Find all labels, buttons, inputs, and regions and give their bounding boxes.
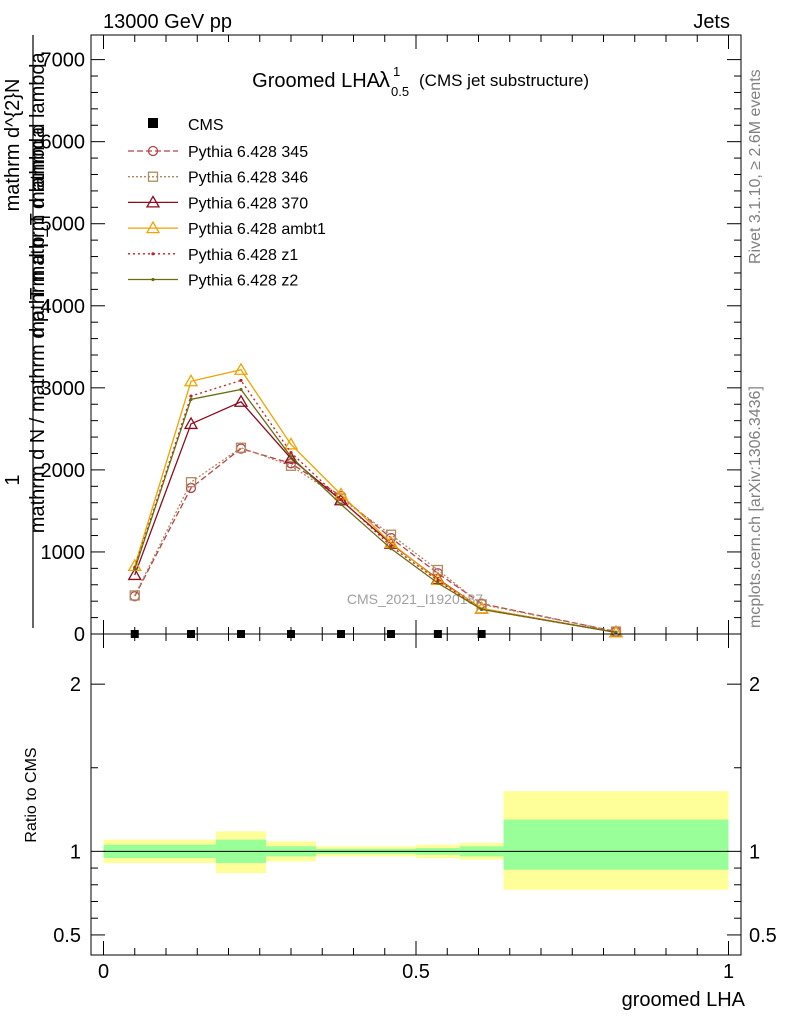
ratio-ytick-label: 2 — [70, 674, 81, 696]
legend-label-5: Pythia 6.428 z2 — [188, 273, 298, 290]
main-ytick-label: 4000 — [41, 296, 86, 318]
series-point-5 — [133, 567, 137, 571]
ratio-y-label: Ratio to CMS — [23, 747, 40, 842]
series-point-1 — [235, 442, 247, 453]
series-point-1 — [129, 590, 140, 601]
legend-label-cms: CMS — [188, 117, 224, 134]
series-point-3 — [233, 362, 249, 375]
ratio-xtick-label: 1 — [723, 961, 734, 983]
legend-label-3: Pythia 6.428 ambt1 — [188, 221, 326, 238]
legend-label-4: Pythia 6.428 z1 — [188, 247, 298, 264]
main-ytick-label: 5000 — [41, 214, 86, 236]
main-ytick-label: 0 — [74, 624, 85, 646]
main-ytick-label: 2000 — [41, 460, 86, 482]
series-point-1 — [285, 460, 297, 471]
series-point-2 — [183, 416, 199, 430]
header-left: 13000 GeV pp — [103, 11, 232, 33]
ratio-ytick-label-right: 1 — [749, 841, 760, 863]
series-point-5 — [189, 397, 193, 401]
legend-marker-3 — [145, 220, 161, 234]
series-point-5 — [614, 630, 618, 634]
chart-title: Groomed LHA — [252, 70, 380, 92]
series-point-4 — [239, 378, 243, 383]
series-point-5 — [436, 581, 440, 585]
series-point-3 — [183, 373, 199, 387]
series-point-2 — [127, 567, 142, 581]
watermark: CMS_2021_I1920187 — [347, 591, 483, 607]
legend-label-1: Pythia 6.428 346 — [188, 170, 308, 187]
legend: CMS Pythia 6.428 345 Pythia 6.428 346 Pyth… — [128, 117, 326, 290]
main-ytick-label: 7000 — [41, 50, 86, 72]
side-text-top: Rivet 3.1.10, ≥ 2.6M events — [747, 69, 764, 264]
series-point-2 — [283, 451, 299, 464]
series-point-5 — [289, 455, 293, 459]
series-point-5 — [480, 607, 484, 611]
series-line-3 — [134, 369, 617, 633]
series-point-4 — [289, 451, 293, 455]
ratio-ytick-label-right: 0.5 — [749, 925, 777, 947]
series-line-0 — [134, 447, 617, 633]
legend-marker-cms — [148, 118, 158, 128]
series-point-3 — [283, 437, 299, 450]
ratio-x-ticks: 0 0.5 1 — [98, 634, 734, 983]
series-point-2 — [233, 394, 249, 407]
series-point-5 — [389, 547, 393, 551]
main-ytick-label: 1000 — [41, 542, 86, 564]
ratio-ytick-label-right: 2 — [749, 674, 760, 696]
chart-title-sup: 1 — [393, 64, 400, 79]
legend-marker-4 — [151, 252, 155, 256]
series-point-1 — [185, 477, 197, 488]
main-y-ticks: 0 1000 2000 3000 4000 5000 6000 7000 — [41, 50, 741, 646]
series-point-4 — [189, 394, 193, 398]
chart-subtitle: (CMS jet substructure) — [419, 71, 589, 90]
series-point-5 — [239, 387, 243, 392]
main-ytick-label: 3000 — [41, 378, 86, 400]
series-line-4 — [134, 379, 617, 633]
series-point-4 — [339, 497, 343, 502]
legend-marker-0 — [147, 145, 159, 157]
legend-label-2: Pythia 6.428 370 — [188, 195, 308, 212]
ratio-ytick-label: 1 — [70, 841, 81, 863]
ratio-band-inner — [503, 819, 729, 870]
chart-title-symbol: λ — [379, 67, 390, 92]
side-text-bottom: mcplots.cern.ch [arXiv:1306.3436] — [747, 386, 764, 628]
legend-marker-2 — [145, 195, 161, 208]
ratio-xtick-label: 0 — [98, 961, 109, 983]
ratio-bands — [103, 791, 729, 890]
series-layer — [127, 362, 624, 638]
ratio-ytick-label: 0.5 — [53, 925, 81, 947]
series-point-1 — [385, 529, 397, 540]
y-label-line2: mathrm d^{2}N — [2, 79, 24, 212]
series-point-4 — [389, 544, 393, 548]
legend-label-0: Pythia 6.428 345 — [188, 144, 308, 161]
legend-marker-1 — [147, 171, 159, 182]
y-label-line3: mathrm d p_T mathrm d lambda — [27, 51, 49, 337]
series-point-5 — [339, 502, 343, 506]
ratio-xtick-label: 0.5 — [402, 961, 430, 983]
y-label-numerator: 1 — [2, 474, 24, 485]
legend-marker-5 — [151, 277, 155, 282]
x-axis-label: groomed LHA — [622, 989, 746, 1011]
main-ytick-label: 6000 — [41, 132, 86, 154]
series-point-4 — [436, 579, 440, 583]
chart-title-sub: 0.5 — [391, 84, 409, 99]
header-right: Jets — [693, 11, 730, 33]
ratio-y-ticks: 0.5 0.5 1 1 2 2 — [53, 674, 777, 947]
main-x-ticks — [103, 35, 729, 634]
